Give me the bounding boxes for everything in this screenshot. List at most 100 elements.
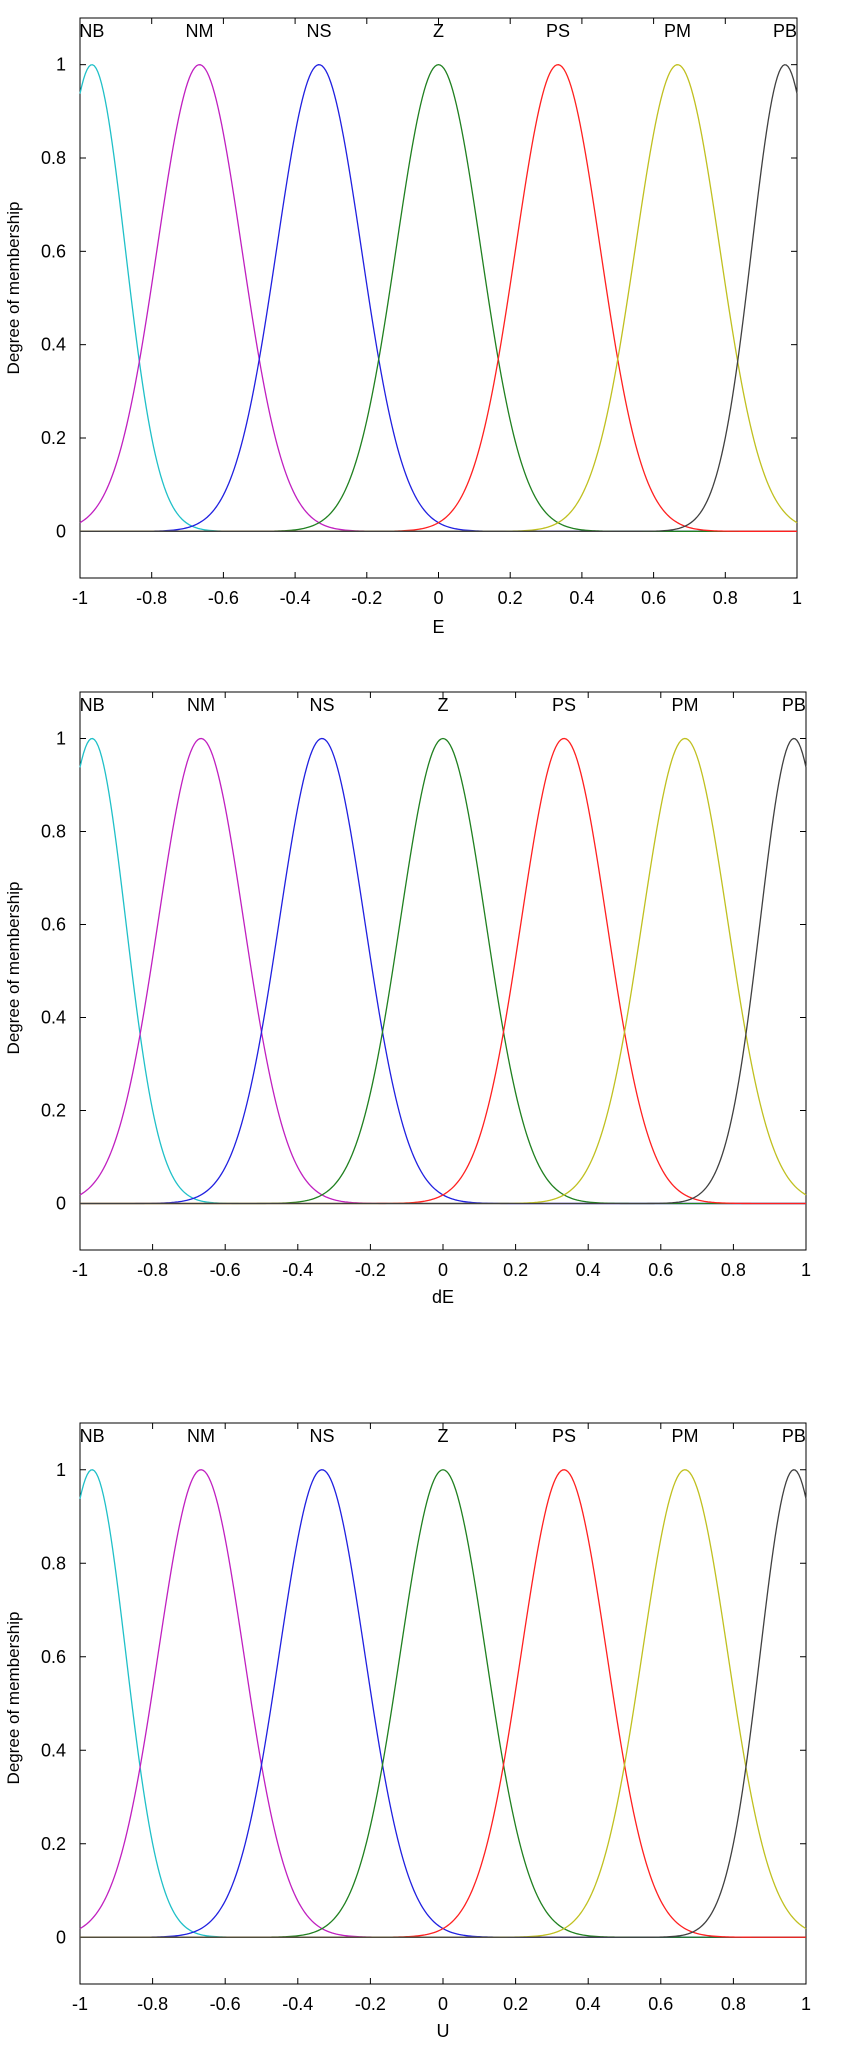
x-tick-label: -0.4 — [282, 1994, 313, 2014]
x-tick-label: -0.8 — [136, 588, 167, 608]
series-label-ns: NS — [310, 695, 335, 715]
y-tick-label: 0 — [56, 1927, 66, 1947]
series-line-pm — [80, 1469, 807, 1938]
y-tick-label: 1 — [56, 729, 66, 749]
series-line-ps — [80, 64, 797, 532]
series-label-ps: PS — [552, 1426, 576, 1446]
y-tick-label: 0.6 — [41, 915, 66, 935]
series-label-z: Z — [438, 695, 449, 715]
x-tick-label: -0.4 — [282, 1260, 313, 1280]
x-tick-label: 0.6 — [648, 1260, 673, 1280]
series-line-pb — [80, 64, 798, 532]
y-tick-label: 0.8 — [41, 1553, 66, 1573]
y-tick-label: 0.2 — [41, 1101, 66, 1121]
x-tick-label: 0.4 — [569, 588, 594, 608]
x-tick-label: 0.6 — [641, 588, 666, 608]
series-line-nm — [79, 64, 797, 532]
x-tick-label: -0.8 — [137, 1994, 168, 2014]
series-label-pb: PB — [773, 21, 797, 41]
series-label-z: Z — [438, 1426, 449, 1446]
chart-panel-1: -1 -0.8 -0.6 -0.4 -0.2 0 0.2 0.4 0.6 0.8 1 0 0.2 0.4 0… — [4, 17, 802, 637]
x-tick-label: 0.2 — [503, 1260, 528, 1280]
x-tick-label: -0.6 — [210, 1994, 241, 2014]
x-tick-label: 0.6 — [648, 1994, 673, 2014]
series-line-ns — [80, 64, 797, 532]
x-tick-label: -0.6 — [208, 588, 239, 608]
series-label-nm: NM — [185, 21, 213, 41]
x-axis-label: E — [432, 617, 444, 637]
series-line-nb — [79, 737, 806, 1205]
x-tick-label: -0.6 — [210, 1260, 241, 1280]
series-label-nb: NB — [79, 21, 104, 41]
chart-panel-2: -1 -0.8 -0.6 -0.4 -0.2 0 0.2 0.4 0.6 0.8 1 0 0.2 0.4 0… — [4, 691, 811, 1307]
x-tick-label: -0.2 — [355, 1260, 386, 1280]
x-tick-label: -1 — [72, 588, 88, 608]
x-tick-label: -0.4 — [280, 588, 311, 608]
x-tick-label: 1 — [792, 588, 802, 608]
series-label-pm: PM — [664, 21, 691, 41]
x-tick-label: -1 — [72, 1994, 88, 2014]
series-line-pb — [80, 737, 807, 1205]
plot-frame — [79, 17, 798, 579]
series-label-pm: PM — [672, 1426, 699, 1446]
plot-frame — [79, 1422, 807, 1985]
series-line-ps — [80, 1469, 806, 1938]
y-tick-label: 0.4 — [41, 335, 66, 355]
y-tick-label: 0 — [56, 1194, 66, 1214]
y-axis-label: Degree of membership — [4, 1612, 23, 1785]
x-tick-label: 0 — [438, 1260, 448, 1280]
plot-frame — [79, 691, 807, 1251]
series-line-z — [80, 64, 797, 532]
y-tick-label: 0.2 — [41, 428, 66, 448]
y-tick-label: 0.8 — [41, 822, 66, 842]
series-label-pb: PB — [782, 695, 806, 715]
series-line-nb — [79, 1469, 806, 1938]
x-tick-label: 0.8 — [713, 588, 738, 608]
series-label-ps: PS — [552, 695, 576, 715]
series-line-nm — [79, 1469, 806, 1938]
y-tick-label: 1 — [56, 55, 66, 75]
series-line-pm — [80, 737, 807, 1205]
series-label-nm: NM — [187, 695, 215, 715]
x-tick-label: -0.8 — [137, 1260, 168, 1280]
x-tick-label: 0.2 — [503, 1994, 528, 2014]
y-axis-label: Degree of membership — [4, 882, 23, 1055]
y-axis-label: Degree of membership — [4, 202, 23, 375]
series-label-z: Z — [433, 21, 444, 41]
series-label-pm: PM — [672, 695, 699, 715]
series-line-ns — [80, 737, 806, 1205]
y-tick-label: 0 — [56, 521, 66, 541]
x-axis-label: dE — [432, 1287, 454, 1307]
chart-panel-3: -1 -0.8 -0.6 -0.4 -0.2 0 0.2 0.4 0.6 0.8 1 0 0.2 0.4 0… — [4, 1422, 811, 2041]
series-line-z — [80, 737, 806, 1205]
x-tick-label: -0.2 — [351, 588, 382, 608]
y-tick-label: 1 — [56, 1460, 66, 1480]
y-tick-label: 0.2 — [41, 1834, 66, 1854]
series-line-pm — [80, 64, 798, 532]
series-line-pb — [80, 1469, 807, 1938]
x-tick-label: 1 — [801, 1994, 811, 2014]
series-label-ns: NS — [310, 1426, 335, 1446]
series-line-nb — [79, 64, 797, 532]
x-tick-label: 0.4 — [576, 1260, 601, 1280]
y-tick-label: 0.6 — [41, 241, 66, 261]
x-tick-label: 0.8 — [721, 1260, 746, 1280]
series-label-nb: NB — [80, 1426, 105, 1446]
series-line-ps — [80, 737, 806, 1205]
x-tick-label: 0.8 — [721, 1994, 746, 2014]
y-tick-label: 0.6 — [41, 1647, 66, 1667]
y-tick-label: 0.4 — [41, 1008, 66, 1028]
x-tick-label: 0 — [438, 1994, 448, 2014]
series-label-nm: NM — [187, 1426, 215, 1446]
x-tick-label: 0.4 — [576, 1994, 601, 2014]
series-label-pb: PB — [782, 1426, 806, 1446]
series-label-ps: PS — [546, 21, 570, 41]
x-axis-label: U — [437, 2021, 450, 2041]
series-line-ns — [80, 1469, 806, 1938]
x-tick-label: -1 — [72, 1260, 88, 1280]
x-tick-label: 1 — [801, 1260, 811, 1280]
series-label-nb: NB — [80, 695, 105, 715]
y-tick-label: 0.8 — [41, 148, 66, 168]
y-tick-label: 0.4 — [41, 1740, 66, 1760]
